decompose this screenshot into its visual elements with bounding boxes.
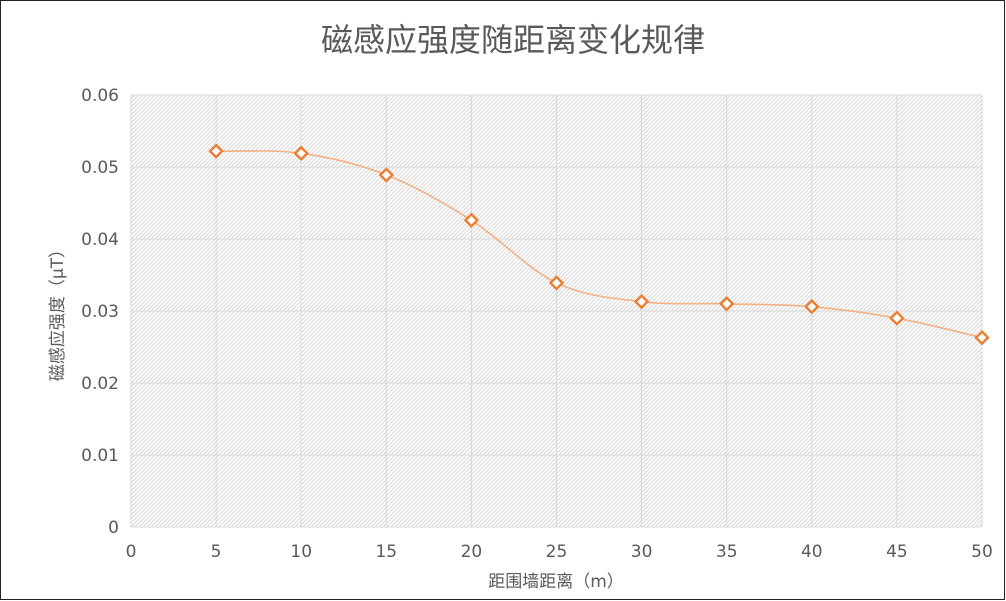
y-tick-label: 0.01 — [81, 446, 119, 466]
x-axis-label: 距围墙距离（m） — [488, 572, 624, 592]
y-tick-label: 0 — [108, 518, 119, 538]
y-tick-labels: 0 0.01 0.02 0.03 0.04 0.05 0.06 — [81, 86, 119, 538]
data-point-marker — [208, 143, 224, 159]
x-tick-label: 15 — [375, 542, 397, 562]
x-tick-label: 5 — [211, 542, 222, 562]
x-tick-label: 40 — [801, 542, 823, 562]
x-tick-label: 30 — [631, 542, 653, 562]
data-point-marker — [548, 275, 565, 291]
y-tick-label: 0.06 — [81, 86, 119, 106]
x-tick-labels: 0 5 10 15 20 25 30 35 40 45 50 — [126, 542, 993, 562]
x-tick-label: 20 — [461, 542, 483, 562]
y-tick-label: 0.04 — [81, 230, 119, 250]
series-line — [216, 150, 983, 339]
data-markers — [208, 143, 990, 346]
data-point-marker — [974, 329, 990, 346]
x-tick-label: 10 — [290, 542, 312, 562]
x-tick-label: 45 — [886, 542, 908, 562]
data-point-marker — [293, 145, 309, 162]
x-tick-label: 0 — [126, 542, 137, 562]
data-point-marker — [719, 296, 735, 312]
x-tick-label: 50 — [971, 542, 993, 562]
data-point-marker — [889, 310, 905, 326]
y-tick-label: 0.05 — [81, 158, 119, 178]
data-point-marker — [804, 298, 820, 315]
y-tick-label: 0.02 — [81, 374, 119, 394]
chart-title: 磁感应强度随距离变化规律 — [321, 21, 705, 59]
data-point-marker — [463, 212, 480, 228]
y-tick-label: 0.03 — [81, 302, 119, 322]
x-tick-label: 25 — [546, 542, 568, 562]
x-tick-label: 35 — [716, 542, 738, 562]
data-point-marker — [378, 167, 394, 183]
data-point-marker — [633, 293, 650, 310]
y-axis-label: 磁感应强度（μT） — [48, 241, 68, 381]
